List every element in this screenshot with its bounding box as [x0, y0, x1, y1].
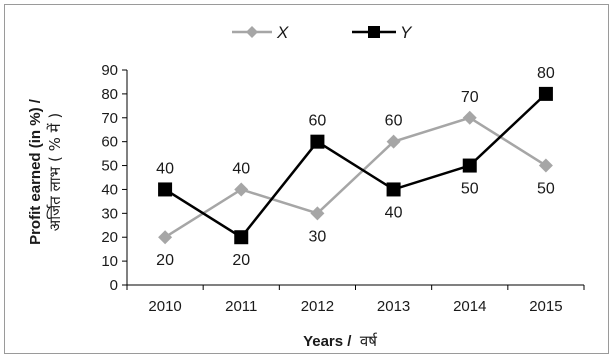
series-line-x	[164, 116, 547, 239]
data-point-y	[462, 158, 477, 173]
x-tick-label: 2012	[301, 298, 334, 315]
data-label-x: 20	[156, 252, 174, 269]
x-axis-title-bold: Years /	[303, 333, 352, 350]
data-label-y: 40	[156, 160, 174, 177]
data-label-y: 60	[309, 113, 327, 130]
x-axis-title: Years / वर्ष	[303, 332, 378, 350]
chart-frame	[4, 4, 609, 354]
y-tick-label: 0	[110, 277, 118, 294]
legend-marker-y	[368, 26, 380, 38]
data-point-x	[234, 182, 249, 197]
y-tick-label: 40	[101, 181, 118, 198]
data-label-y: 40	[385, 204, 403, 221]
y-tick-label: 60	[101, 134, 118, 151]
data-point-y	[386, 182, 401, 197]
data-point-y	[538, 86, 553, 101]
data-label-x: 50	[537, 181, 555, 198]
y-tick-label: 10	[101, 253, 118, 270]
data-point-x	[462, 110, 477, 125]
data-point-x	[386, 134, 401, 149]
data-point-x	[158, 230, 173, 245]
y-tick-label: 50	[101, 158, 118, 175]
data-point-y	[158, 182, 173, 197]
y-tick-label: 90	[101, 62, 118, 79]
y-axis-title: Profit earned (in %) /	[27, 98, 44, 245]
data-label-layer: 20 40 30 60 70 50 40 20 60 40 50 80	[156, 65, 555, 269]
data-point-y	[310, 134, 325, 149]
y-ticks: 0 10 20 30 40 50 60 70 80 90	[101, 62, 127, 294]
series-line-y	[164, 92, 547, 239]
y-tick-label: 20	[101, 229, 118, 246]
y-tick-label: 70	[101, 110, 118, 127]
y-axis-title-hindi: अर्जित लाभ ( % में )	[46, 113, 64, 231]
legend-label-x: X	[276, 23, 289, 42]
legend-marker-x	[246, 26, 258, 38]
data-label-x: 30	[309, 228, 327, 245]
data-label-x: 60	[385, 113, 403, 130]
y-tick-label: 30	[101, 205, 118, 222]
data-label-y: 50	[461, 181, 479, 198]
x-axis-title-hindi: वर्ष	[360, 332, 378, 350]
x-tick-label: 2011	[225, 298, 257, 315]
x-tick-label: 2013	[377, 298, 410, 315]
data-point-x	[538, 158, 553, 173]
legend: X Y	[232, 23, 413, 42]
data-label-x: 70	[461, 89, 479, 106]
x-tick-label: 2014	[453, 298, 486, 315]
data-label-x: 40	[232, 160, 250, 177]
data-point-x	[310, 206, 325, 221]
x-tick-label: 2010	[148, 298, 181, 315]
data-point-y	[234, 230, 249, 245]
data-label-y: 80	[537, 65, 555, 82]
series-layer	[158, 86, 553, 245]
legend-label-y: Y	[400, 23, 413, 42]
x-ticks: 2010 2011 2012 2013 2014 2015	[126, 285, 585, 315]
data-label-y: 20	[232, 252, 250, 269]
x-tick-label: 2015	[529, 298, 562, 315]
y-tick-label: 80	[101, 86, 118, 103]
